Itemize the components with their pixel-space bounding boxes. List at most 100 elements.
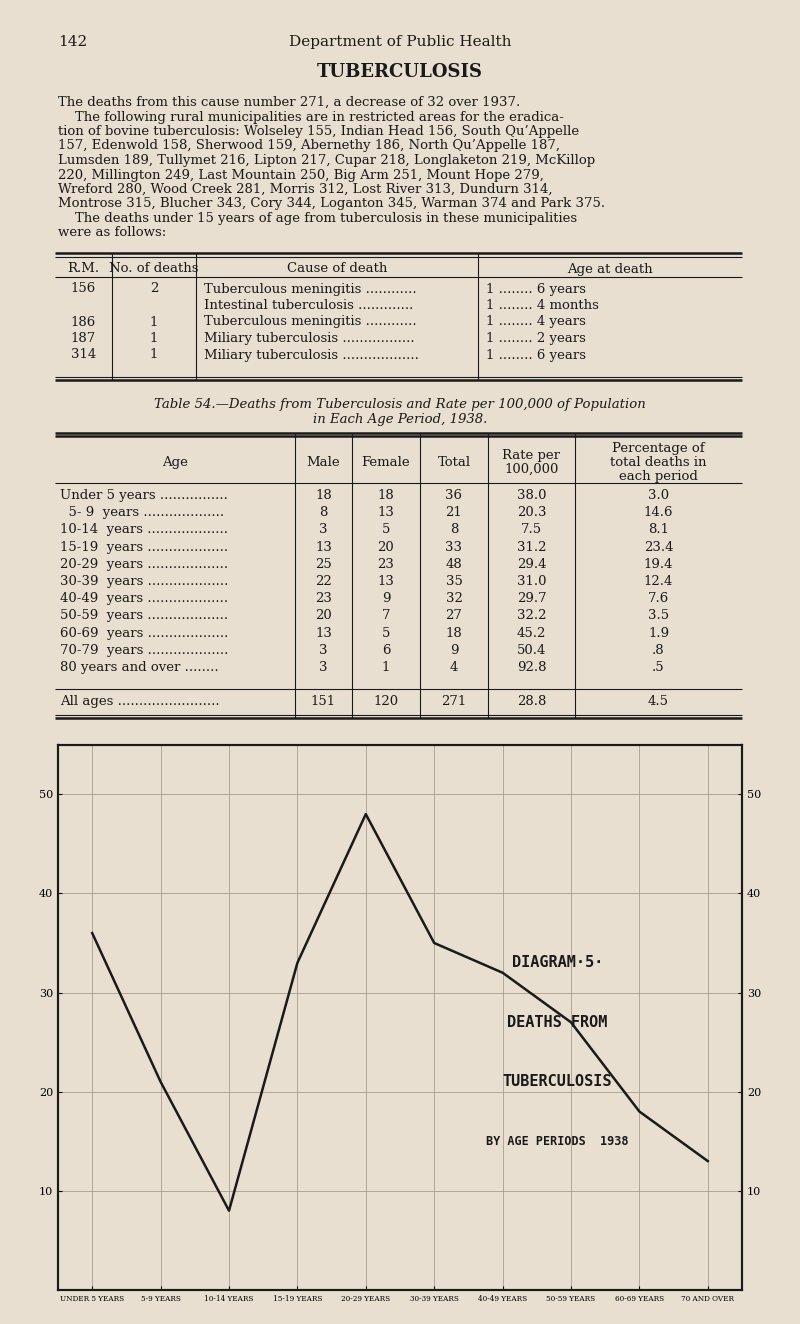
Text: 2: 2	[150, 282, 158, 295]
Text: 1: 1	[382, 661, 390, 674]
Text: 80 years and over ........: 80 years and over ........	[60, 661, 218, 674]
Text: 35: 35	[446, 575, 462, 588]
Text: 3: 3	[319, 661, 328, 674]
Text: The deaths from this cause number 271, a decrease of 32 over 1937.: The deaths from this cause number 271, a…	[58, 97, 520, 109]
Text: Intestinal tuberculosis .............: Intestinal tuberculosis .............	[204, 299, 414, 312]
Text: 23.4: 23.4	[644, 540, 674, 553]
Text: 25: 25	[315, 557, 332, 571]
Text: 7.5: 7.5	[521, 523, 542, 536]
Text: Department of Public Health: Department of Public Health	[289, 34, 511, 49]
Text: 5: 5	[382, 626, 390, 639]
Text: 7.6: 7.6	[648, 592, 669, 605]
Text: Cause of death: Cause of death	[287, 262, 387, 275]
Text: 157, Edenwold 158, Sherwood 159, Abernethy 186, North Qu’Appelle 187,: 157, Edenwold 158, Sherwood 159, Abernet…	[58, 139, 560, 152]
Text: 1 ........ 4 years: 1 ........ 4 years	[486, 315, 586, 328]
Text: 1: 1	[150, 348, 158, 361]
Text: 48: 48	[446, 557, 462, 571]
Text: 186: 186	[71, 315, 96, 328]
Text: Tuberculous meningitis ............: Tuberculous meningitis ............	[204, 282, 417, 295]
Text: 13: 13	[315, 626, 332, 639]
Text: 5- 9  years ...................: 5- 9 years ...................	[60, 506, 224, 519]
Text: 20-29  years ...................: 20-29 years ...................	[60, 557, 228, 571]
Text: 31.0: 31.0	[517, 575, 546, 588]
Text: 156: 156	[71, 282, 96, 295]
Text: Female: Female	[362, 455, 410, 469]
Text: 3: 3	[319, 643, 328, 657]
Text: 9: 9	[450, 643, 458, 657]
Text: 32.2: 32.2	[517, 609, 546, 622]
Text: 30-39  years ...................: 30-39 years ...................	[60, 575, 228, 588]
Text: 18: 18	[446, 626, 462, 639]
Text: 23: 23	[315, 592, 332, 605]
Text: 20: 20	[315, 609, 332, 622]
Text: The following rural municipalities are in restricted areas for the eradica-: The following rural municipalities are i…	[58, 110, 564, 123]
Text: .5: .5	[652, 661, 665, 674]
Text: 3.5: 3.5	[648, 609, 669, 622]
Text: 45.2: 45.2	[517, 626, 546, 639]
Text: 21: 21	[446, 506, 462, 519]
Text: 18: 18	[315, 489, 332, 502]
Text: 7: 7	[382, 609, 390, 622]
Text: Wreford 280, Wood Creek 281, Morris 312, Lost River 313, Dundurn 314,: Wreford 280, Wood Creek 281, Morris 312,…	[58, 183, 553, 196]
Text: 13: 13	[315, 540, 332, 553]
Text: Age at death: Age at death	[567, 262, 653, 275]
Text: The deaths under 15 years of age from tuberculosis in these municipalities: The deaths under 15 years of age from tu…	[58, 212, 577, 225]
Text: 19.4: 19.4	[644, 557, 674, 571]
Text: DEATHS FROM: DEATHS FROM	[507, 1014, 607, 1030]
Text: 31.2: 31.2	[517, 540, 546, 553]
Text: 20: 20	[378, 540, 394, 553]
Text: 40-49  years ...................: 40-49 years ...................	[60, 592, 228, 605]
Text: DIAGRAM·5·: DIAGRAM·5·	[512, 956, 603, 970]
Text: Age: Age	[162, 455, 188, 469]
Text: total deaths in: total deaths in	[610, 455, 706, 469]
Text: 4: 4	[450, 661, 458, 674]
Text: 1.9: 1.9	[648, 626, 669, 639]
Text: Male: Male	[306, 455, 340, 469]
Text: 1 ........ 2 years: 1 ........ 2 years	[486, 332, 586, 346]
Text: Rate per: Rate per	[502, 449, 561, 462]
Text: 8.1: 8.1	[648, 523, 669, 536]
Text: 3: 3	[319, 523, 328, 536]
Text: Tuberculous meningitis ............: Tuberculous meningitis ............	[204, 315, 417, 328]
Text: 8: 8	[319, 506, 328, 519]
Text: 6: 6	[382, 643, 390, 657]
Text: Table 54.—Deaths from Tuberculosis and Rate per 100,000 of Population: Table 54.—Deaths from Tuberculosis and R…	[154, 399, 646, 410]
Text: 20.3: 20.3	[517, 506, 546, 519]
Text: 33: 33	[446, 540, 462, 553]
Text: 32: 32	[446, 592, 462, 605]
Text: 13: 13	[378, 575, 394, 588]
Text: 50.4: 50.4	[517, 643, 546, 657]
Text: tion of bovine tuberculosis: Wolseley 155, Indian Head 156, South Qu’Appelle: tion of bovine tuberculosis: Wolseley 15…	[58, 124, 579, 138]
Text: 1: 1	[150, 315, 158, 328]
Text: 70-79  years ...................: 70-79 years ...................	[60, 643, 228, 657]
Text: 15-19  years ...................: 15-19 years ...................	[60, 540, 228, 553]
Text: 151: 151	[311, 695, 336, 708]
Text: Under 5 years ................: Under 5 years ................	[60, 489, 228, 502]
Text: 3.0: 3.0	[648, 489, 669, 502]
Text: 314: 314	[71, 348, 96, 361]
Text: 29.4: 29.4	[517, 557, 546, 571]
Text: 1: 1	[150, 332, 158, 346]
Text: 1 ........ 4 months: 1 ........ 4 months	[486, 299, 599, 312]
Text: 28.8: 28.8	[517, 695, 546, 708]
Text: 100,000: 100,000	[504, 463, 558, 477]
Text: .8: .8	[652, 643, 665, 657]
Text: 8: 8	[450, 523, 458, 536]
Text: Montrose 315, Blucher 343, Cory 344, Loganton 345, Warman 374 and Park 375.: Montrose 315, Blucher 343, Cory 344, Log…	[58, 197, 605, 211]
Text: 142: 142	[58, 34, 87, 49]
Text: 187: 187	[71, 332, 96, 346]
Text: 14.6: 14.6	[644, 506, 674, 519]
Text: Miliary tuberculosis .................: Miliary tuberculosis .................	[204, 332, 414, 346]
Text: 220, Millington 249, Last Mountain 250, Big Arm 251, Mount Hope 279,: 220, Millington 249, Last Mountain 250, …	[58, 168, 544, 181]
Text: TUBERCULOSIS: TUBERCULOSIS	[502, 1074, 612, 1090]
Text: 29.7: 29.7	[517, 592, 546, 605]
Text: Total: Total	[438, 455, 470, 469]
Text: Miliary tuberculosis ..................: Miliary tuberculosis ..................	[204, 348, 419, 361]
Text: 120: 120	[374, 695, 398, 708]
Text: 92.8: 92.8	[517, 661, 546, 674]
Text: 9: 9	[382, 592, 390, 605]
Text: 60-69  years ...................: 60-69 years ...................	[60, 626, 228, 639]
Text: each period: each period	[619, 470, 698, 483]
Text: 271: 271	[442, 695, 466, 708]
Text: 38.0: 38.0	[517, 489, 546, 502]
